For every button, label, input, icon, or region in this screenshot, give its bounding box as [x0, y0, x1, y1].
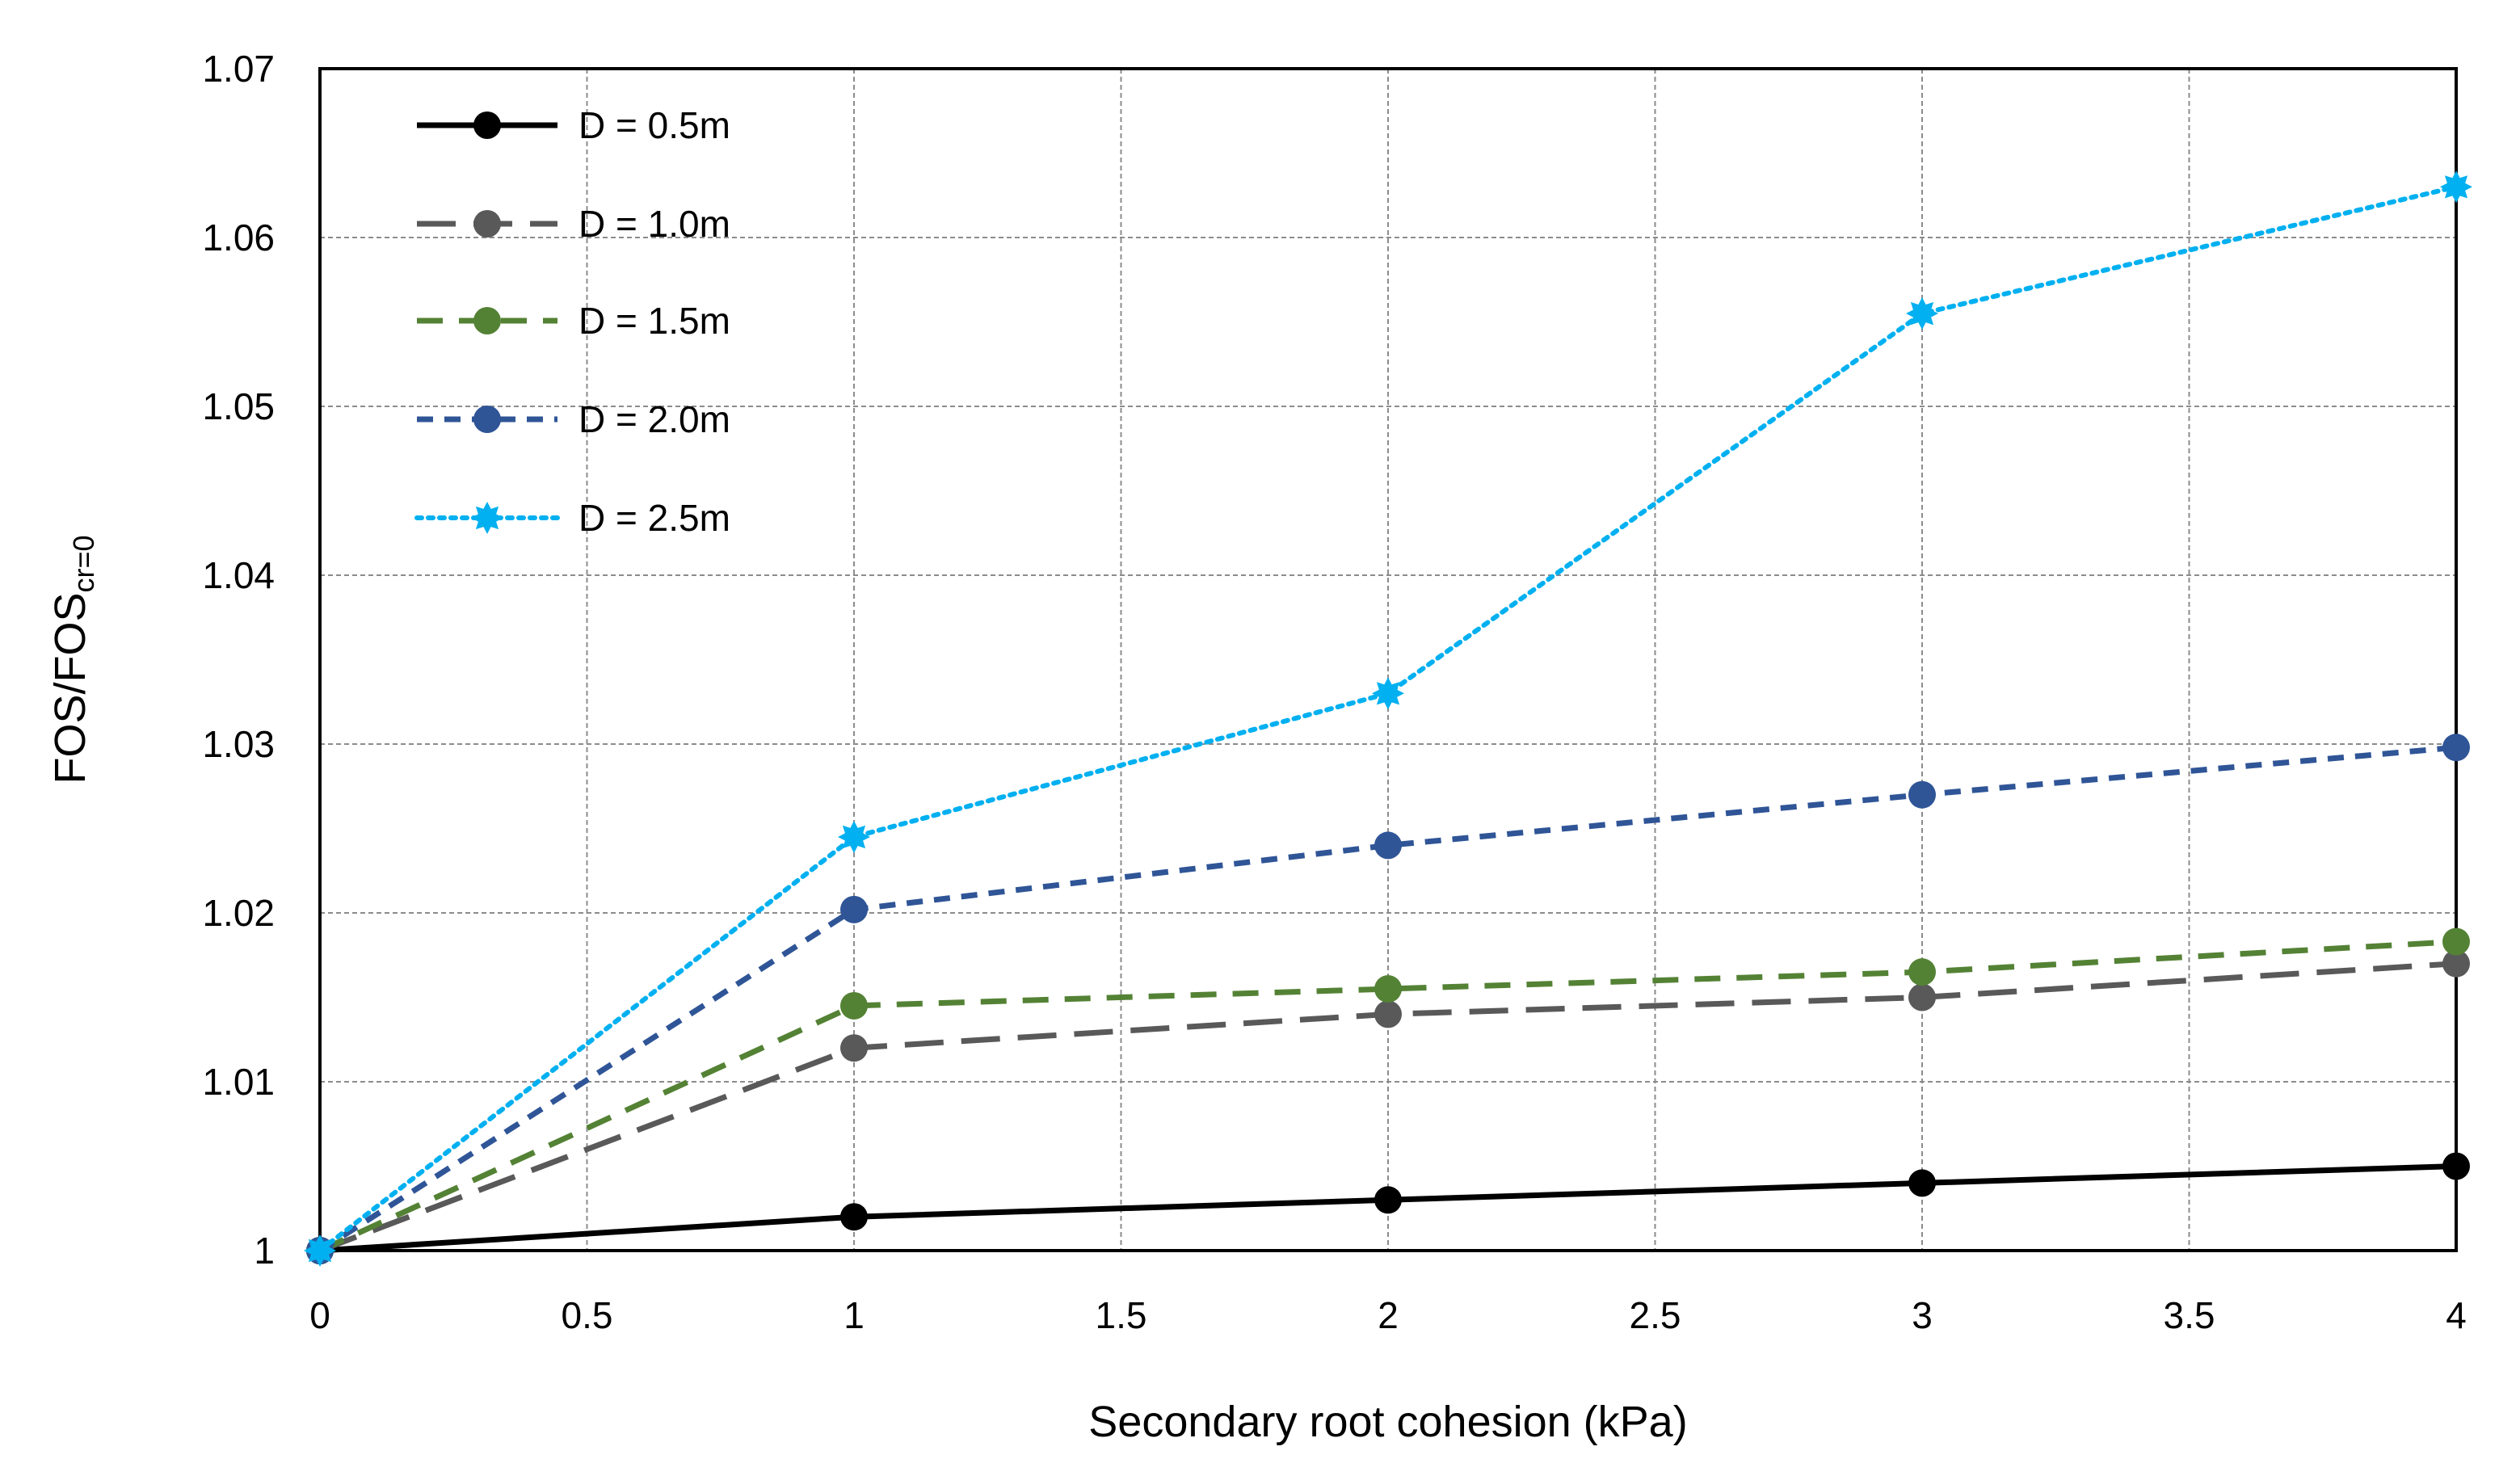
legend-entry: D = 2.5m: [414, 497, 730, 539]
data-point: [2440, 170, 2472, 204]
series-lines: [304, 170, 2472, 1267]
data-point: [2442, 949, 2470, 978]
grid: [320, 69, 2456, 1251]
data-point: [2442, 734, 2470, 762]
data-point: [840, 1034, 868, 1062]
data-point: [1908, 958, 1936, 986]
x-tick-label: 3: [1912, 1294, 1933, 1336]
legend-label: D = 2.5m: [578, 497, 730, 539]
legend-entry: D = 0.5m: [417, 104, 730, 146]
data-point: [840, 1203, 868, 1231]
data-point: [838, 821, 870, 853]
legend-marker: [473, 210, 501, 238]
y-axis-title-main: FOS/FOS: [46, 593, 95, 784]
legend-entry: D = 2.0m: [417, 398, 730, 440]
legend-marker: [473, 111, 501, 139]
x-tick-label: 3.5: [2164, 1294, 2215, 1336]
legend-marker: [473, 406, 501, 433]
series-line: [318, 939, 2457, 1254]
data-point: [2442, 1152, 2470, 1180]
data-point: [2442, 927, 2470, 956]
x-tick-label: 0: [309, 1294, 330, 1336]
y-tick-label: 1.04: [202, 554, 275, 596]
y-tick-label: 1.03: [202, 723, 275, 765]
y-axis-title: FOS/FOScr=0: [46, 535, 100, 784]
legend-label: D = 0.5m: [578, 104, 730, 146]
legend-label: D = 1.0m: [578, 203, 730, 245]
series-d-2-5m: [304, 170, 2472, 1267]
x-tick-label: 2.5: [1630, 1294, 1681, 1336]
data-point: [840, 895, 868, 923]
legend-marker: [473, 307, 501, 334]
data-point: [1372, 677, 1404, 710]
data-point: [1908, 983, 1936, 1011]
y-tick-label: 1.01: [202, 1061, 275, 1103]
series-line: [318, 744, 2457, 1253]
x-axis-tick-labels: 0 0.5 1 1.5 2 2.5 3 3.5 4: [309, 1294, 2467, 1336]
y-tick-label: 1.07: [202, 48, 275, 90]
data-point: [1374, 1000, 1402, 1028]
legend-entry: D = 1.5m: [417, 300, 730, 342]
data-point: [1908, 1169, 1936, 1197]
legend-marker: [471, 502, 503, 534]
x-tick-label: 0.5: [562, 1294, 613, 1336]
data-point: [840, 991, 868, 1020]
x-tick-label: 1: [844, 1294, 865, 1336]
y-tick-label: 1.02: [202, 892, 275, 934]
data-point: [1374, 975, 1402, 1003]
data-point: [1374, 1186, 1402, 1214]
x-axis-title: Secondary root cohesion (kPa): [1088, 1398, 1687, 1446]
legend-label: D = 1.5m: [578, 300, 730, 342]
legend-label: D = 2.0m: [578, 398, 730, 440]
legend-entry: D = 1.0m: [417, 203, 730, 245]
plot-frame: [318, 67, 2458, 1252]
y-tick-label: 1.06: [202, 217, 275, 259]
x-tick-label: 1.5: [1096, 1294, 1147, 1336]
data-point: [1906, 297, 1938, 330]
y-tick-label: 1: [254, 1230, 275, 1272]
y-tick-label: 1.05: [202, 385, 275, 427]
data-point: [1908, 780, 1936, 809]
x-tick-label: 2: [1378, 1294, 1399, 1336]
data-point: [304, 1234, 336, 1267]
y-axis-title-subscript: cr=0: [67, 535, 100, 592]
x-tick-label: 4: [2446, 1294, 2467, 1336]
y-axis-tick-labels: 1 1.01 1.02 1.03 1.04 1.05 1.06 1.07: [202, 48, 275, 1272]
legend: D = 0.5m D = 1.0m D = 1.5m D = 2.0m D = 2.5m: [414, 104, 730, 539]
data-point: [1374, 831, 1402, 860]
